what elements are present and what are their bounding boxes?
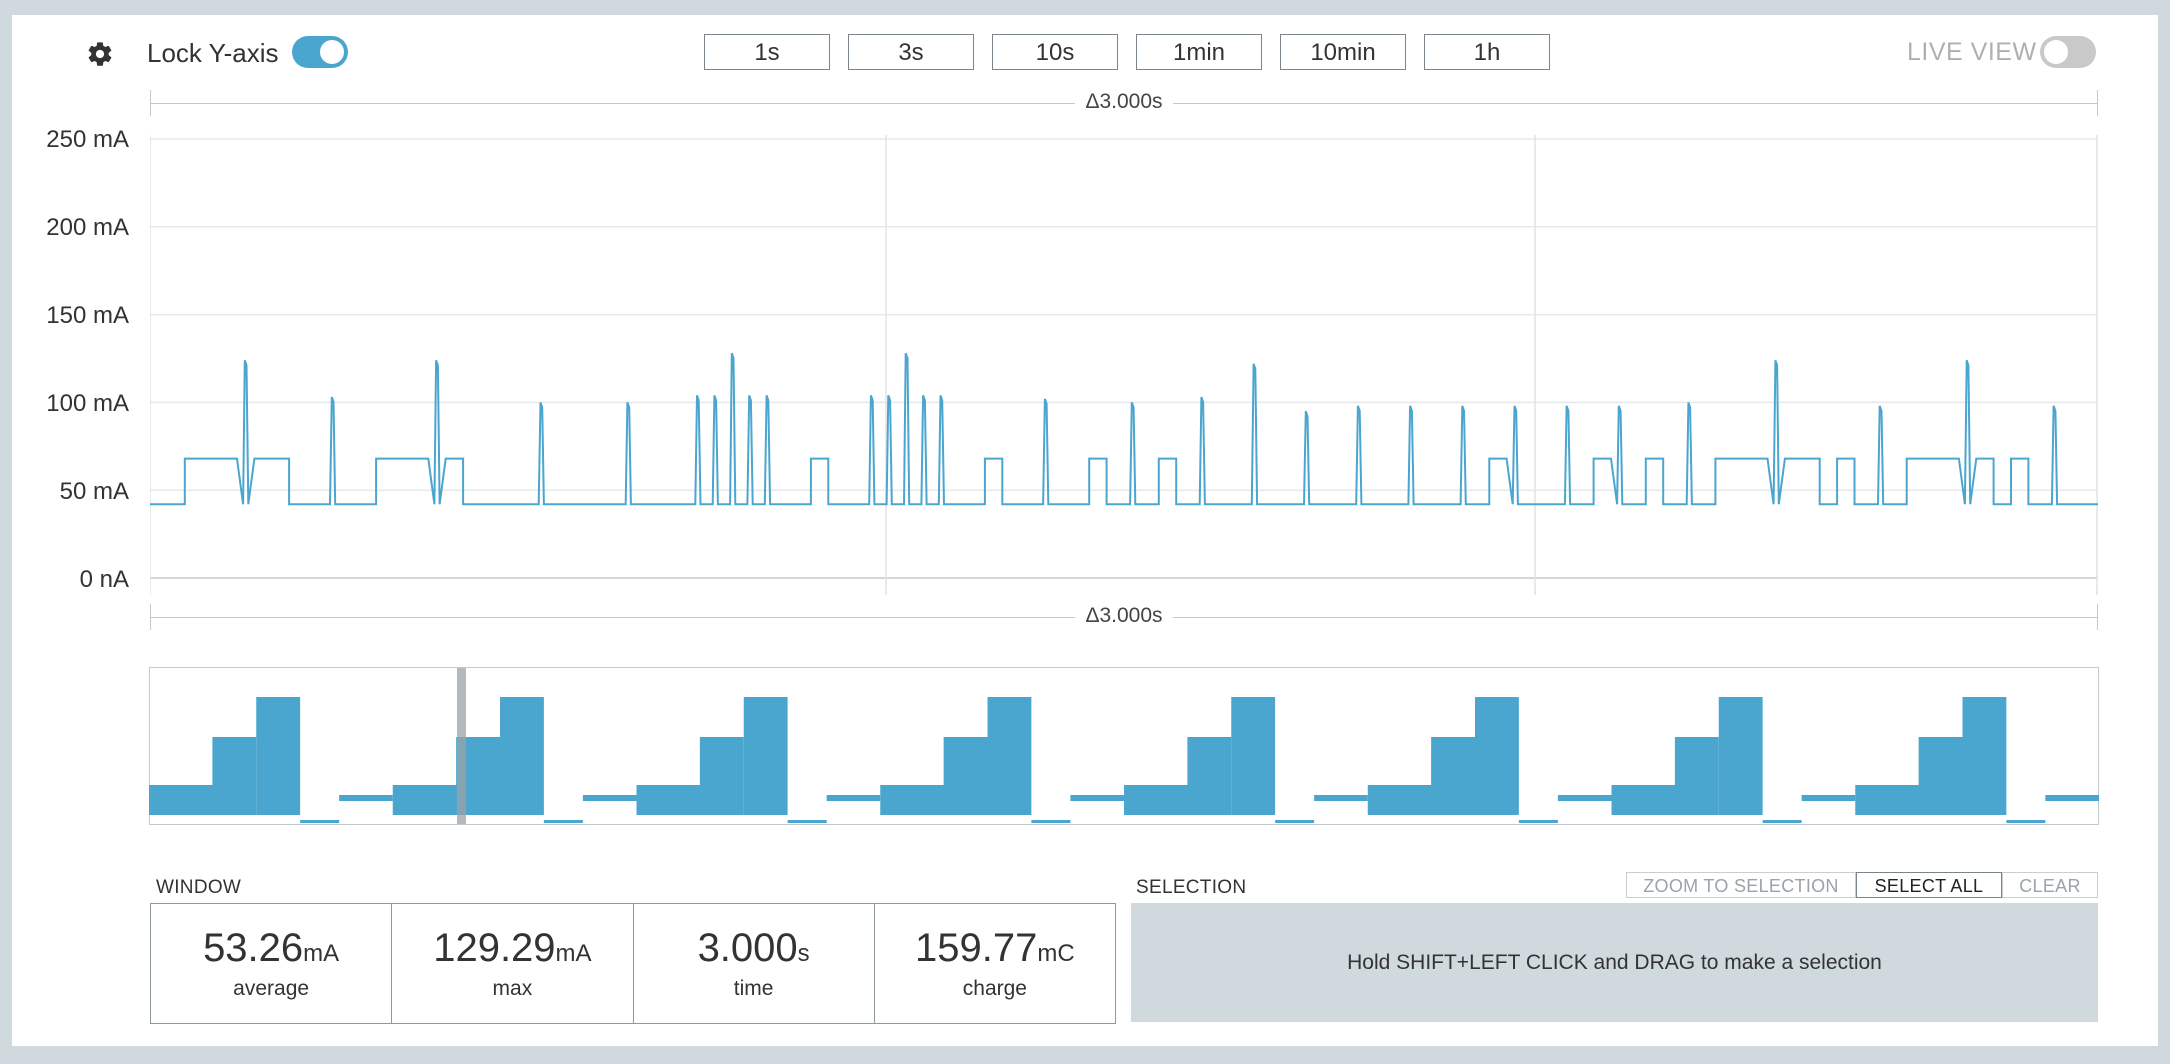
range-button-1s[interactable]: 1s [704,34,830,70]
overview-burst [880,785,954,815]
range-button-10min[interactable]: 10min [1280,34,1406,70]
stat-caption: charge [962,977,1027,1000]
toggle-knob [2044,40,2068,64]
stat-time: 3.000s time [634,904,875,1023]
stat-value: 53.26 [203,926,304,970]
overview-idle [2045,795,2099,801]
overview-burst [1962,697,2007,815]
overview-idle [1314,795,1368,801]
stat-caption: time [733,977,774,1000]
stat-average: 53.26mA average [151,904,393,1023]
overview-burst [1431,737,1475,815]
delta-ruler-top: Δ3.000s [150,90,2098,116]
y-tick-label: 100 mA [46,390,129,417]
overview-burst [1611,785,1685,815]
overview-idle [2006,820,2046,823]
overview-burst [1475,697,1519,815]
delta-label-top: Δ3.000s [1075,90,1173,113]
overview-burst [1187,737,1232,815]
range-button-1h[interactable]: 1h [1424,34,1550,70]
chart-grid [150,135,2098,595]
stat-unit: mC [1037,940,1075,967]
y-tick-label: 0 nA [79,566,129,593]
selection-hint: Hold SHIFT+LEFT CLICK and DRAG to make a… [1131,903,2098,1022]
gear-icon[interactable] [86,40,114,68]
stat-value: 129.29 [433,926,556,970]
y-tick-label: 50 mA [59,478,129,505]
overview-burst [256,697,301,815]
overview-burst [212,737,257,815]
toggle-knob [320,40,344,64]
delta-label-bottom: Δ3.000s [1075,604,1173,627]
select-all-button[interactable]: SELECT ALL [1856,872,2002,898]
overview-burst [149,785,223,815]
overview-trace [149,697,2099,823]
range-button-1min[interactable]: 1min [1136,34,1262,70]
stat-unit: mA [303,940,340,967]
selection-label: SELECTION [1136,877,1247,898]
current-chart[interactable] [150,135,2098,595]
zoom-to-selection-button[interactable]: ZOOM TO SELECTION [1626,872,1856,898]
stat-max: 129.29mA max [392,904,634,1023]
overview-idle [543,820,583,823]
overview-burst [1855,785,1929,815]
overview-burst [1674,737,1719,815]
overview-idle [1070,795,1124,801]
range-button-3s[interactable]: 3s [848,34,974,70]
overview-idle [339,795,393,801]
lock-y-axis-label: Lock Y-axis [147,38,279,68]
current-trace [150,352,2098,506]
overview-idle [1031,820,1071,823]
overview-burst [987,697,1032,815]
delta-ruler-bottom: Δ3.000s [150,604,2098,630]
overview-idle [787,820,827,823]
live-view-label: LIVE VIEW [1907,38,2037,66]
overview-burst [1918,737,1963,815]
overview-burst [1124,785,1198,815]
stat-charge: 159.77mC charge [875,904,1115,1023]
overview-idle [1557,795,1612,801]
overview-idle [1518,820,1558,823]
live-view-toggle[interactable] [2040,36,2096,68]
window-stats: 53.26mA average 129.29mA max 3.000s time… [150,903,1116,1024]
stat-value: 3.000 [697,926,798,970]
window-label: WINDOW [156,877,242,898]
overview-window-cursor [457,668,466,824]
overview-chart[interactable] [149,667,2099,825]
overview-burst [699,737,744,815]
overview-idle [1801,795,1856,801]
overview-burst [943,737,988,815]
overview-idle [300,820,340,823]
overview-idle [582,795,637,801]
stat-caption: max [492,977,533,1000]
stat-caption: average [233,977,310,1000]
overview-burst [1367,785,1441,815]
overview-burst [743,697,788,815]
range-button-10s[interactable]: 10s [992,34,1118,70]
overview-burst [1718,697,1763,815]
y-tick-label: 200 mA [46,214,129,241]
overview-idle [1275,820,1315,823]
lock-y-axis-toggle[interactable] [292,36,348,68]
y-tick-label: 150 mA [46,302,129,329]
stat-unit: s [797,940,810,967]
overview-burst [1231,697,1276,815]
overview-idle [1762,820,1802,823]
y-tick-label: 250 mA [46,126,129,153]
overview-burst [636,785,710,815]
clear-button[interactable]: CLEAR [2002,872,2098,898]
overview-burst [500,697,544,815]
stat-value: 159.77 [915,926,1038,970]
overview-idle [826,795,881,801]
overview-burst [392,785,466,815]
stat-unit: mA [555,940,592,967]
